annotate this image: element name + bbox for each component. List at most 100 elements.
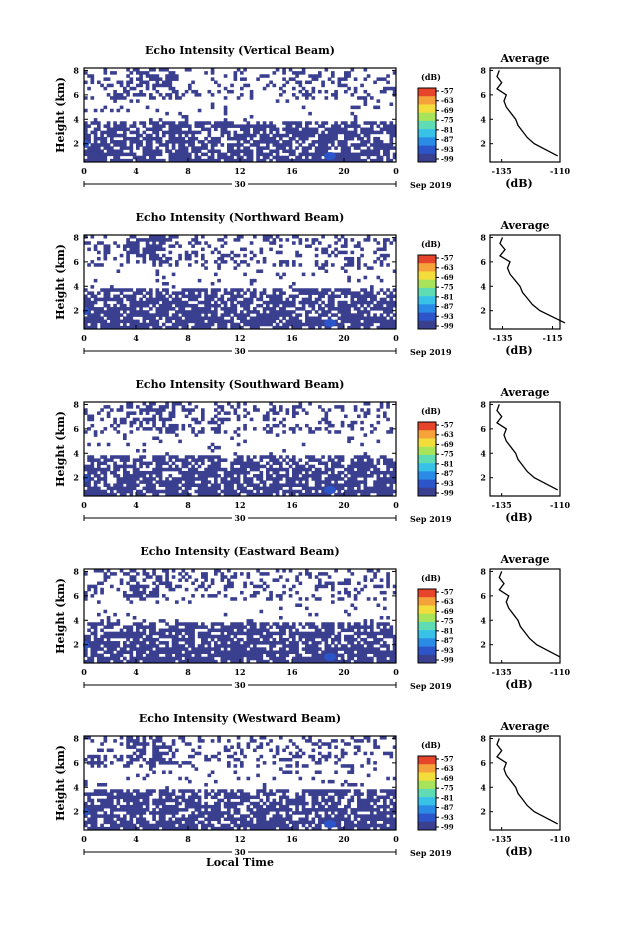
- heatmap-cell: [318, 320, 322, 324]
- heatmap-cell: [318, 427, 322, 431]
- heatmap-cell: [260, 74, 264, 78]
- heatmap-cell: [107, 635, 111, 639]
- heatmap-cell: [344, 578, 348, 582]
- heatmap-cell: [237, 146, 241, 150]
- heatmap-cell: [156, 411, 160, 415]
- heatmap-cell: [318, 474, 322, 478]
- heatmap-cell: [273, 650, 277, 654]
- heatmap-cell: [110, 647, 114, 651]
- heatmap-cell: [221, 238, 225, 242]
- heatmap-cell: [325, 632, 329, 636]
- heatmap-cell: [201, 248, 205, 252]
- heatmap-cell: [247, 131, 251, 135]
- heatmap-cell: [143, 254, 147, 258]
- profile-y-tick-label: 4: [480, 281, 486, 291]
- heatmap-cell: [188, 455, 192, 459]
- heatmap-cell: [386, 313, 390, 317]
- heatmap-cell: [328, 146, 332, 150]
- heatmap-cell: [367, 641, 371, 645]
- heatmap-cell: [367, 455, 371, 459]
- heatmap-cell: [188, 641, 192, 645]
- heatmap-cell: [338, 462, 342, 466]
- heatmap-cell: [386, 418, 390, 422]
- heatmap-cell: [247, 301, 251, 305]
- heatmap-cell: [139, 421, 143, 425]
- heatmap-cell: [126, 650, 130, 654]
- heatmap-cell: [221, 468, 225, 472]
- heatmap-cell: [178, 128, 182, 132]
- heatmap-cell: [386, 307, 390, 311]
- heatmap-cell: [305, 483, 309, 487]
- heatmap-cell: [289, 146, 293, 150]
- heatmap-cell: [162, 260, 166, 264]
- heatmap-cell: [211, 143, 215, 147]
- heatmap-cell: [156, 131, 160, 135]
- heatmap-cell: [305, 93, 309, 97]
- heatmap-cell: [156, 480, 160, 484]
- heatmap-cell: [373, 483, 377, 487]
- heatmap-cell: [165, 260, 169, 264]
- heatmap-cell: [97, 156, 101, 160]
- colorbar-tick-label: -81: [441, 292, 454, 301]
- heatmap-cell: [123, 625, 127, 629]
- heatmap-cell: [185, 153, 189, 157]
- heatmap-cell: [149, 654, 153, 658]
- heatmap-cell: [260, 477, 264, 481]
- heatmap-cell: [175, 657, 179, 661]
- heatmap-cell: [156, 146, 160, 150]
- heatmap-cell: [214, 474, 218, 478]
- heatmap-cell: [162, 124, 166, 128]
- heatmap-cell: [139, 81, 143, 85]
- heatmap-cell: [321, 632, 325, 636]
- heatmap-cell: [182, 405, 186, 409]
- colorbar-swatch: [418, 455, 436, 464]
- heatmap-cell: [130, 405, 134, 409]
- heatmap-cell: [338, 638, 342, 642]
- heatmap-cell: [237, 647, 241, 651]
- heatmap-cell: [302, 641, 306, 645]
- heatmap-cell: [380, 578, 384, 582]
- heatmap-cell: [178, 298, 182, 302]
- heatmap-cell: [260, 137, 264, 141]
- heatmap-cell: [373, 635, 377, 639]
- heatmap-cell: [354, 471, 358, 475]
- heatmap-cell: [143, 572, 147, 576]
- heatmap-cell: [315, 121, 319, 125]
- heatmap-cell: [260, 320, 264, 324]
- heatmap-cell: [91, 74, 95, 78]
- heatmap-cell: [289, 635, 293, 639]
- heatmap-cell: [185, 134, 189, 138]
- heatmap-cell: [146, 301, 150, 305]
- y-axis-label: Height (km): [54, 411, 67, 487]
- heatmap-cell: [182, 647, 186, 651]
- heatmap-cell: [318, 483, 322, 487]
- heatmap-cell: [87, 298, 91, 302]
- heatmap-cell: [256, 641, 260, 645]
- heatmap-cell: [273, 424, 277, 428]
- heatmap-cell: [123, 310, 127, 314]
- heatmap-cell: [110, 285, 114, 289]
- heatmap-cell: [146, 480, 150, 484]
- heatmap-cell: [341, 316, 345, 320]
- heatmap-cell: [373, 146, 377, 150]
- heatmap-cell: [143, 257, 147, 261]
- heatmap-cell: [221, 128, 225, 132]
- heatmap-cell: [286, 477, 290, 481]
- heatmap-cell: [130, 295, 134, 299]
- heatmap-cell: [386, 635, 390, 639]
- heatmap-cell: [87, 490, 91, 494]
- heatmap-cell: [292, 474, 296, 478]
- heatmap-cell: [188, 635, 192, 639]
- heatmap-cell: [334, 134, 338, 138]
- heatmap-cell: [201, 477, 205, 481]
- colorbar-swatch: [418, 255, 436, 264]
- heatmap-cell: [282, 304, 286, 308]
- heatmap-cell: [247, 480, 251, 484]
- heatmap-cell: [295, 411, 299, 415]
- heatmap-cell: [198, 471, 202, 475]
- heatmap-cell: [325, 427, 329, 431]
- heatmap-cell: [230, 462, 234, 466]
- heatmap-cell: [136, 449, 140, 453]
- heatmap-cell: [123, 436, 127, 440]
- heatmap-cell: [263, 310, 267, 314]
